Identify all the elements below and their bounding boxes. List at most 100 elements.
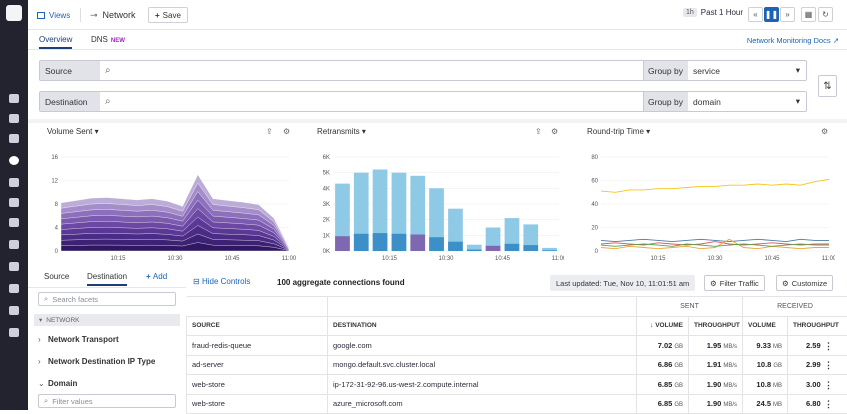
- row-menu-icon[interactable]: ⋮: [824, 380, 833, 391]
- facet-tab-destination[interactable]: Destination: [87, 272, 127, 286]
- integrations-icon[interactable]: [9, 218, 19, 227]
- network-map-icon: ⊸: [90, 10, 98, 21]
- filter-values-input[interactable]: ⌕Filter values: [38, 394, 176, 408]
- cell-recv-throughput: 6.80⋮: [788, 394, 847, 414]
- chart-title[interactable]: Retransmits ▾: [317, 127, 366, 136]
- retransmit-bar-segment: [505, 244, 520, 251]
- gear-icon[interactable]: ⚙: [283, 127, 290, 136]
- retransmit-bar-segment: [392, 234, 407, 251]
- add-facet-button[interactable]: + Add: [146, 272, 167, 281]
- apm-icon[interactable]: [9, 94, 19, 103]
- gear-icon: ⚙: [710, 279, 717, 288]
- x-tick-label: 10:45: [764, 256, 780, 262]
- col-recv-throughput[interactable]: THROUGHPUT: [788, 316, 847, 336]
- share-icon[interactable]: ⇪: [266, 127, 273, 136]
- views-button[interactable]: Views: [37, 7, 70, 23]
- cell-source: fraud-redis-queue: [187, 336, 328, 356]
- y-tick-label: 4: [55, 226, 59, 232]
- source-search-input[interactable]: ⌕: [100, 61, 643, 80]
- swap-sort-icon[interactable]: ⇅: [818, 75, 837, 97]
- synthetics-icon[interactable]: [9, 198, 19, 207]
- network-icon[interactable]: [9, 156, 19, 165]
- x-tick-label: 10:30: [707, 256, 723, 262]
- x-tick-label: 10:15: [382, 256, 398, 262]
- destination-search-input[interactable]: ⌕: [100, 92, 643, 111]
- y-tick-label: 12: [51, 179, 58, 185]
- rewind-icon[interactable]: «: [748, 7, 763, 22]
- customize-button[interactable]: ⚙Customize: [776, 275, 833, 291]
- rum-icon[interactable]: [9, 328, 19, 337]
- filter-traffic-button[interactable]: ⚙Filter Traffic: [704, 275, 765, 291]
- col-destination[interactable]: DESTINATION: [328, 316, 637, 336]
- x-tick-label: 10:30: [438, 256, 454, 262]
- panel-icon: ⊟: [193, 277, 202, 286]
- row-menu-icon[interactable]: ⋮: [824, 399, 833, 410]
- views-icon: [37, 12, 45, 19]
- table-header: SOURCE DESTINATION ↓ VOLUME THROUGHPUT V…: [187, 316, 847, 336]
- share-icon[interactable]: ⇪: [535, 127, 542, 136]
- plus-icon: +: [155, 11, 160, 20]
- chart-title[interactable]: Volume Sent ▾: [47, 127, 99, 136]
- gear-icon[interactable]: ⚙: [551, 127, 558, 136]
- y-tick-label: 8: [55, 202, 59, 208]
- docs-link[interactable]: Network Monitoring Docs ↗: [747, 36, 839, 45]
- forward-icon[interactable]: »: [780, 7, 795, 22]
- hide-controls-button[interactable]: ⊟ Hide Controls: [193, 277, 250, 286]
- logs-icon[interactable]: [9, 240, 19, 249]
- monitors-icon[interactable]: [9, 178, 19, 187]
- x-tick-label: 11:00: [552, 256, 564, 262]
- refresh-icon[interactable]: ↻: [818, 7, 833, 22]
- y-tick-label: 80: [591, 155, 598, 161]
- row-menu-icon[interactable]: ⋮: [824, 341, 833, 352]
- row-menu-icon[interactable]: ⋮: [824, 360, 833, 371]
- pause-icon[interactable]: ❚❚: [764, 7, 779, 22]
- source-group-select[interactable]: service ▾: [688, 61, 806, 80]
- time-selector[interactable]: 1h Past 1 Hour: [683, 8, 743, 17]
- section-divider: [28, 119, 847, 123]
- facet-tab-source[interactable]: Source: [44, 272, 69, 281]
- plus-icon: +: [146, 272, 153, 281]
- security-icon[interactable]: [9, 306, 19, 315]
- retransmit-bar-segment: [448, 242, 463, 251]
- y-tick-label: 0: [55, 249, 59, 255]
- facet-domain[interactable]: ⌄Domain: [38, 379, 77, 388]
- datadog-logo[interactable]: [6, 5, 22, 21]
- chart-title[interactable]: Round-trip Time ▾: [587, 127, 650, 136]
- notebooks-icon[interactable]: [9, 114, 19, 123]
- facet-network-transport[interactable]: ›Network Transport: [38, 335, 119, 344]
- infrastructure-icon[interactable]: [9, 284, 19, 293]
- destination-group-select[interactable]: domain ▾: [688, 92, 806, 111]
- calendar-icon[interactable]: ▦: [801, 7, 816, 22]
- group-by-label: Group by: [643, 92, 688, 111]
- save-button[interactable]: + Save: [148, 7, 188, 23]
- facet-destination-ip-type[interactable]: ›Network Destination IP Type: [38, 357, 155, 366]
- tab-overview[interactable]: Overview: [39, 35, 72, 49]
- col-sent-volume[interactable]: ↓ VOLUME: [637, 316, 689, 336]
- dashboards-icon[interactable]: [9, 134, 19, 143]
- divider: [80, 8, 81, 22]
- y-tick-label: 2K: [323, 218, 330, 224]
- y-tick-label: 5K: [323, 171, 330, 177]
- facet-search-input[interactable]: ⌕Search facets: [38, 292, 176, 306]
- retransmit-bar-segment: [542, 250, 557, 251]
- col-recv-volume[interactable]: VOLUME: [743, 316, 788, 336]
- col-source[interactable]: SOURCE: [187, 316, 328, 336]
- table-controls: ⊟ Hide Controls 100 aggregate connection…: [186, 272, 847, 296]
- gear-icon[interactable]: ⚙: [821, 127, 828, 136]
- x-tick-label: 11:00: [282, 256, 296, 262]
- cell-recv-throughput: 2.59⋮: [788, 336, 847, 356]
- col-sent-throughput[interactable]: THROUGHPUT: [689, 316, 743, 336]
- metrics-icon[interactable]: [9, 262, 19, 271]
